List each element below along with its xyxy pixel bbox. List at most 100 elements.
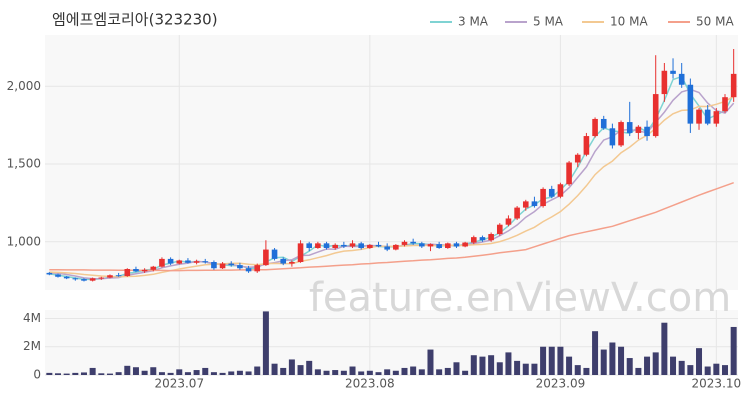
- legend-label: 5 MA: [533, 15, 564, 29]
- volume-bar: [574, 365, 581, 375]
- candle-body: [592, 118, 598, 137]
- volume-bar: [635, 367, 642, 375]
- candle-body: [393, 244, 399, 250]
- volume-bar: [288, 359, 295, 375]
- candle-body: [323, 243, 330, 249]
- candle-body: [280, 258, 287, 264]
- ma-line: [49, 181, 734, 272]
- volume-bar: [531, 363, 538, 375]
- volume-bar: [696, 348, 703, 375]
- candle-body: [670, 70, 676, 74]
- candle-body: [713, 111, 720, 124]
- candle-body: [626, 122, 633, 133]
- candle-body: [341, 244, 347, 247]
- chart-title: 엠에프엠코리아(323230): [52, 11, 218, 29]
- candle-body: [522, 201, 529, 208]
- candle-body: [271, 249, 278, 259]
- candle-body: [479, 237, 486, 241]
- candle-body: [661, 70, 668, 95]
- candle-body: [72, 278, 79, 280]
- candle-body: [609, 128, 616, 146]
- volume-bar: [678, 360, 685, 375]
- candle-body: [167, 258, 174, 264]
- volume-bar: [280, 367, 287, 375]
- volume-bar: [132, 367, 139, 375]
- volume-bar: [652, 352, 659, 375]
- candle-body: [722, 97, 728, 112]
- volume-bar: [46, 372, 53, 375]
- volume-bar: [514, 360, 521, 375]
- y-tick-label: 1,000: [7, 234, 41, 248]
- volume-bar: [358, 371, 365, 375]
- candle-body: [419, 243, 425, 247]
- volume-bar: [444, 367, 451, 375]
- volume-bar: [722, 365, 729, 375]
- volume-tick-label: 2M: [23, 339, 41, 353]
- candle-body: [618, 122, 624, 146]
- candle-body: [496, 224, 503, 235]
- volume-bar: [115, 372, 122, 375]
- volume-bar: [670, 356, 677, 375]
- volume-bar: [236, 370, 243, 375]
- volume-bar: [98, 373, 105, 375]
- candle-body: [687, 84, 694, 124]
- candle-body: [115, 275, 122, 277]
- candle-body: [315, 243, 321, 249]
- volume-bar: [410, 366, 417, 375]
- volume-bar: [540, 346, 547, 375]
- candle-body: [427, 244, 434, 247]
- candle-body: [133, 269, 139, 272]
- volume-bar: [210, 372, 217, 375]
- volume-bar: [228, 371, 235, 375]
- candle-body: [141, 269, 148, 272]
- volume-bar: [609, 342, 616, 375]
- y-tick-label: 1,500: [7, 157, 41, 171]
- candle-body: [453, 243, 460, 247]
- volume-bar: [618, 346, 625, 375]
- volume-bar: [401, 367, 408, 375]
- x-tick-label: 2023.10: [692, 377, 742, 391]
- volume-bar: [176, 369, 183, 375]
- candle-body: [531, 201, 538, 207]
- volume-bar: [349, 366, 356, 375]
- candle-body: [704, 109, 711, 124]
- volume-bar: [262, 311, 269, 375]
- volume-bar: [202, 367, 209, 375]
- candle-body: [176, 260, 183, 264]
- candle-body: [566, 162, 572, 185]
- candle-body: [644, 126, 650, 137]
- volume-bar: [54, 373, 61, 375]
- price-panel: [45, 35, 738, 290]
- volume-bar: [106, 373, 113, 375]
- volume-bar: [661, 322, 668, 375]
- x-tick-label: 2023.09: [536, 377, 586, 391]
- candle-body: [306, 243, 313, 249]
- candle-body: [600, 118, 607, 129]
- volume-bar: [340, 370, 347, 375]
- candle-body: [237, 265, 243, 269]
- candle-body: [678, 73, 685, 85]
- candle-body: [462, 242, 468, 247]
- volume-bar: [427, 349, 434, 375]
- candle-body: [289, 262, 295, 264]
- volume-bar: [297, 365, 304, 375]
- volume-bar: [713, 363, 720, 375]
- volume-bar: [314, 369, 321, 375]
- volume-bar: [184, 372, 191, 375]
- volume-bar: [254, 366, 261, 375]
- candle-body: [505, 218, 512, 225]
- candle-body: [193, 261, 200, 263]
- volume-bar: [626, 358, 633, 375]
- volume-tick-label: 4M: [23, 311, 41, 325]
- volume-bar: [392, 370, 399, 375]
- volume-bar: [193, 370, 200, 375]
- candle-body: [436, 244, 442, 249]
- volume-bar: [89, 367, 96, 375]
- volume-bar: [219, 372, 226, 375]
- volume-bar: [462, 370, 469, 375]
- volume-bar: [436, 369, 443, 375]
- candle-body: [635, 126, 642, 133]
- volume-bar: [644, 356, 651, 375]
- volume-bar: [583, 367, 590, 375]
